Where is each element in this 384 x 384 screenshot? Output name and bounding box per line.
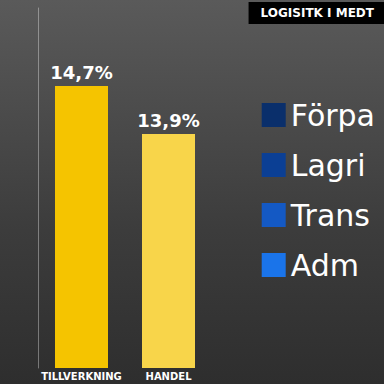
- svg-text:TILLVERKNING: TILLVERKNING: [41, 371, 122, 382]
- svg-text:Förpa: Förpa: [291, 98, 375, 133]
- svg-text:Adm: Adm: [291, 248, 359, 283]
- svg-text:14,7%: 14,7%: [50, 62, 112, 83]
- svg-text:Lagri: Lagri: [291, 148, 366, 183]
- svg-text:13,9%: 13,9%: [137, 110, 199, 131]
- svg-text:LOGISITK I MEDT: LOGISITK I MEDT: [261, 6, 375, 20]
- svg-text:HANDEL: HANDEL: [146, 371, 193, 382]
- svg-text:Trans: Trans: [290, 198, 370, 233]
